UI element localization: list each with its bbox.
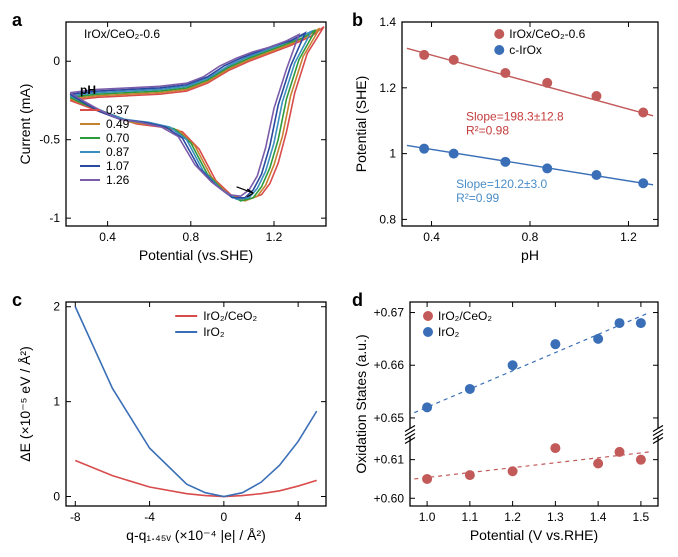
svg-text:IrO₂: IrO₂ <box>438 325 460 339</box>
svg-text:Slope=120.2±3.0: Slope=120.2±3.0 <box>456 177 547 191</box>
svg-text:1.4: 1.4 <box>590 510 607 524</box>
svg-text:1.26: 1.26 <box>106 173 130 187</box>
svg-text:0.37: 0.37 <box>106 103 130 117</box>
panel-label-a: a <box>12 10 22 31</box>
svg-text:1.2: 1.2 <box>266 230 283 244</box>
panel-label-c: c <box>12 290 22 311</box>
svg-text:+0.61: +0.61 <box>374 453 405 467</box>
svg-text:IrOx/CeO₂-0.6: IrOx/CeO₂-0.6 <box>84 27 160 41</box>
svg-text:IrO₂/CeO₂: IrO₂/CeO₂ <box>203 309 257 323</box>
svg-text:+0.67: +0.67 <box>374 306 405 320</box>
svg-text:1.2: 1.2 <box>504 510 521 524</box>
svg-text:IrO₂: IrO₂ <box>203 325 225 339</box>
svg-text:-4: -4 <box>144 510 155 524</box>
svg-text:1: 1 <box>389 147 396 161</box>
svg-text:1.2: 1.2 <box>379 81 396 95</box>
svg-text:q-q₁.₄₅ᵥ (×10⁻⁴ |e| / Å²): q-q₁.₄₅ᵥ (×10⁻⁴ |e| / Å²) <box>126 527 266 543</box>
svg-text:0.70: 0.70 <box>106 131 130 145</box>
panel-label-b: b <box>352 10 363 31</box>
svg-text:pH: pH <box>521 247 539 263</box>
panel-b-svg: 0.4 0.8 1.2 0.8 1 1.2 1.4 pH Potential (SHE) Slop… <box>350 8 670 270</box>
svg-text:Potential (vs.SHE): Potential (vs.SHE) <box>139 247 253 263</box>
svg-text:0.8: 0.8 <box>522 230 539 244</box>
svg-text:1.4: 1.4 <box>379 15 396 29</box>
svg-text:1: 1 <box>53 395 60 409</box>
svg-text:0.8: 0.8 <box>379 212 396 226</box>
svg-text:+0.66: +0.66 <box>374 358 405 372</box>
svg-text:2: 2 <box>53 300 60 314</box>
svg-text:R²=0.98: R²=0.98 <box>466 124 509 138</box>
svg-text:1.07: 1.07 <box>106 159 130 173</box>
svg-text:1.3: 1.3 <box>547 510 564 524</box>
svg-text:-1: -1 <box>49 211 60 225</box>
svg-text:Potential (SHE): Potential (SHE) <box>353 76 369 172</box>
svg-text:-0.5: -0.5 <box>39 133 60 147</box>
panel-d-svg: +0.65 +0.66 +0.67 +0.60 +0.61 1.0 1.1 1.2 1.3 1.4… <box>350 288 670 550</box>
svg-text:R²=0.99: R²=0.99 <box>456 191 499 205</box>
svg-text:1.1: 1.1 <box>462 510 479 524</box>
svg-text:4: 4 <box>295 510 302 524</box>
svg-text:0: 0 <box>53 490 60 504</box>
svg-text:1.0: 1.0 <box>419 510 436 524</box>
svg-text:0.4: 0.4 <box>423 230 440 244</box>
svg-text:-8: -8 <box>70 510 81 524</box>
svg-text:Oxidation States (a.u.): Oxidation States (a.u.) <box>353 334 369 473</box>
svg-text:1.5: 1.5 <box>633 510 650 524</box>
svg-text:Slope=198.3±12.8: Slope=198.3±12.8 <box>466 110 564 124</box>
figure-root: 0.4 0.8 1.2 -1 -0.5 0 Potential (vs.SHE) Curren… <box>0 0 678 557</box>
svg-text:IrOx/CeO₂-0.6: IrOx/CeO₂-0.6 <box>509 27 585 41</box>
svg-text:1.2: 1.2 <box>620 230 637 244</box>
svg-text:0.87: 0.87 <box>106 145 130 159</box>
svg-text:c-IrOx: c-IrOx <box>509 43 542 57</box>
panel-c-svg: -8 -4 0 4 0 1 2 q-q₁.₄₅ᵥ (×10⁻⁴ |e| / Å²) ΔE (×1… <box>8 288 338 550</box>
svg-text:+0.65: +0.65 <box>374 411 405 425</box>
svg-text:ΔE (×10⁻⁵ eV / Å²): ΔE (×10⁻⁵ eV / Å²) <box>17 346 33 462</box>
svg-text:Potential (V vs.RHE): Potential (V vs.RHE) <box>470 527 598 543</box>
svg-text:IrO₂/CeO₂: IrO₂/CeO₂ <box>438 309 492 323</box>
svg-text:0: 0 <box>53 54 60 68</box>
svg-text:pH: pH <box>80 83 96 97</box>
svg-text:Current (mA): Current (mA) <box>17 84 33 165</box>
svg-text:0.8: 0.8 <box>182 230 199 244</box>
svg-text:0.4: 0.4 <box>99 230 116 244</box>
svg-text:0: 0 <box>221 510 228 524</box>
svg-text:+0.60: +0.60 <box>374 491 405 505</box>
panel-a-svg: 0.4 0.8 1.2 -1 -0.5 0 Potential (vs.SHE) Curren… <box>8 8 338 270</box>
svg-text:0.49: 0.49 <box>106 117 130 131</box>
panel-label-d: d <box>352 290 363 311</box>
